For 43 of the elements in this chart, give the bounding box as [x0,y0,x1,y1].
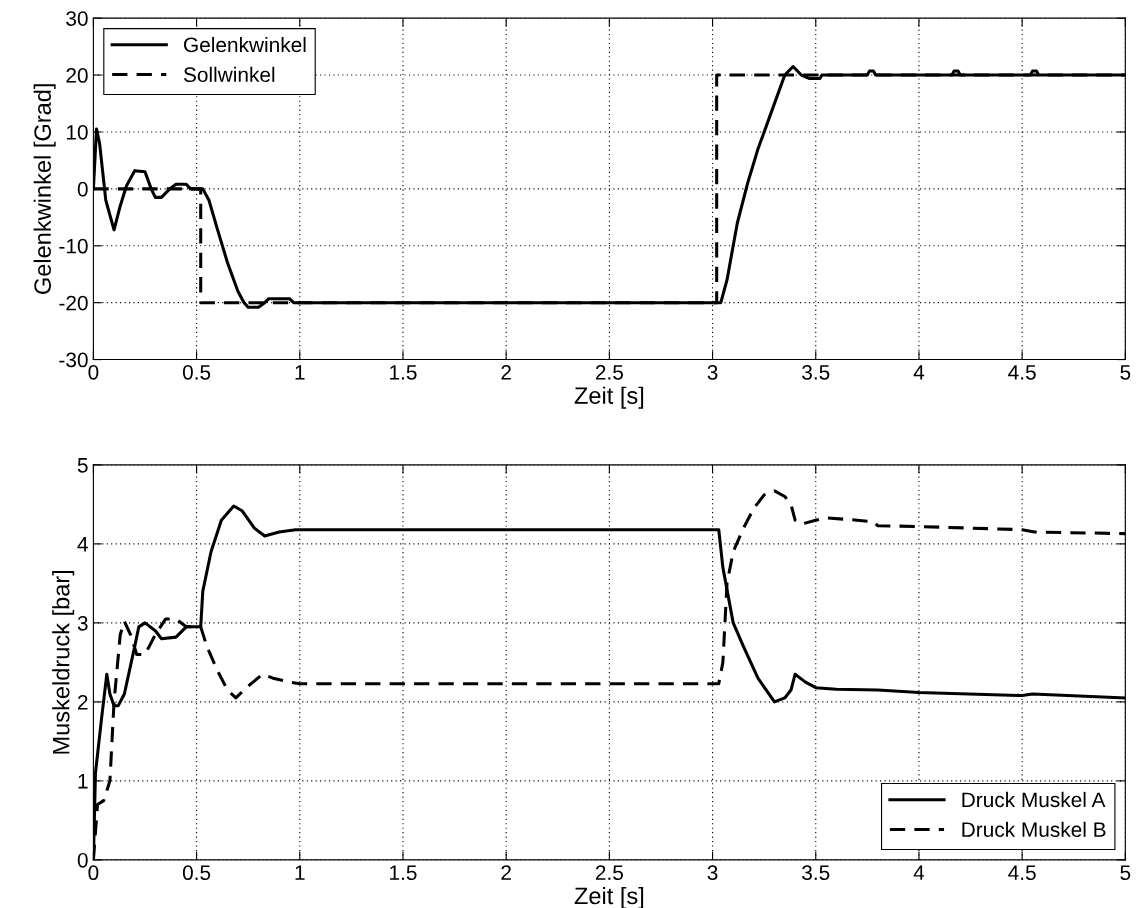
x-tick-label: 2 [501,865,511,880]
legend-label: Druck Muskel B [962,821,1106,838]
x-tick-label: 4 [913,365,925,380]
y-tick-label: 30 [66,11,88,26]
y-tick-label: 2 [78,694,88,710]
x-tick-label: 3 [707,865,718,881]
x-tick-label: 4 [913,865,925,880]
x-tick-label: 1 [295,865,305,880]
x-tick-label: 3.5 [802,865,830,881]
y-tick-label: 1 [78,774,88,789]
x-tick-label: 0 [88,865,99,881]
y-axis-title: Gelenkwinkel [Grad] [33,84,56,294]
x-tick-label: 4.5 [1008,865,1036,881]
x-tick-label: 2.5 [595,364,623,380]
y-tick-label: 0 [77,181,88,197]
x-tick-label: 0 [88,364,99,380]
x-tick-label: 5 [1120,365,1131,380]
x-tick-label: 0.5 [182,865,211,881]
x-axis-title: Zeit [s] [574,386,644,409]
y-tick-label: 3 [77,615,88,631]
x-tick-label: 2 [501,364,511,380]
y-tick-label: 0 [77,852,88,868]
x-tick-label: 3 [707,364,718,380]
x-tick-label: 1 [295,365,305,380]
legend-label: Sollwinkel [183,66,275,83]
y-tick-label: 5 [77,458,88,473]
y-tick-label: -10 [59,238,88,254]
x-tick-label: 4.5 [1008,365,1036,380]
x-tick-label: 5 [1120,865,1131,881]
x-tick-label: 2.5 [595,865,623,881]
x-axis-title: Zeit [s] [574,886,644,908]
legend-label: Druck Muskel A [962,791,1106,808]
y-tick-label: 20 [66,68,88,83]
y-axis-title: Muskeldruck [bar] [52,570,75,754]
x-tick-label: 0.5 [182,364,211,380]
y-tick-label: -20 [59,295,88,311]
legend-label: Gelenkwinkel [184,36,306,53]
y-tick-label: 4 [77,537,88,552]
x-tick-label: 1.5 [390,365,417,380]
y-tick-label: -30 [59,352,88,368]
x-tick-label: 1.5 [390,865,417,881]
x-tick-label: 3.5 [802,364,830,380]
y-tick-label: 10 [66,124,88,140]
